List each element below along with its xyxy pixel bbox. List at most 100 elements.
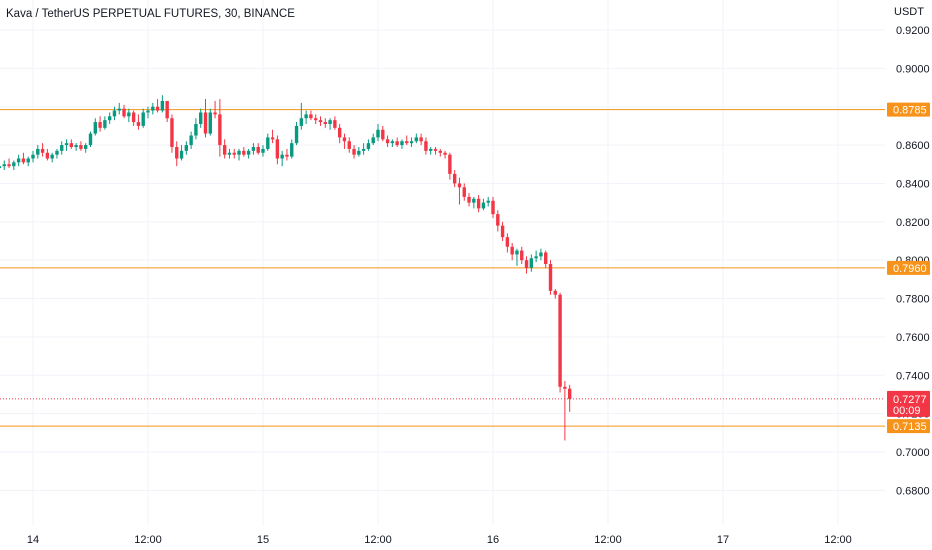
candle <box>146 106 150 119</box>
candle-body <box>246 150 251 155</box>
candle <box>74 143 78 151</box>
candle <box>2 160 6 171</box>
candle <box>457 177 462 205</box>
candle <box>304 110 308 124</box>
candle <box>45 148 50 161</box>
candle-body <box>69 143 74 148</box>
candle-body <box>0 166 2 169</box>
time-tick-label: 15 <box>257 534 269 546</box>
candle-body <box>534 256 538 259</box>
candle-body <box>424 141 428 151</box>
candle-body <box>127 112 131 117</box>
candle-body <box>203 112 208 134</box>
candle <box>112 106 117 121</box>
candle <box>160 95 165 113</box>
candle-body <box>16 158 21 163</box>
candle <box>347 137 351 153</box>
candle <box>323 118 327 128</box>
candle <box>222 139 227 159</box>
candle-body <box>395 141 399 146</box>
candle <box>60 141 64 155</box>
candle-body <box>414 137 419 142</box>
candle-body <box>486 200 490 203</box>
candle <box>189 131 193 149</box>
candle <box>361 143 366 155</box>
candle <box>534 250 538 263</box>
chart-title: Kava / TetherUS PERPETUAL FUTURES, 30, B… <box>6 8 295 20</box>
candle-body <box>208 112 212 134</box>
candle-body <box>64 143 69 146</box>
candle-body <box>529 258 534 268</box>
candle <box>500 221 505 241</box>
candle <box>122 104 126 119</box>
candle-body <box>294 125 299 144</box>
candle <box>31 150 35 163</box>
candle <box>472 196 476 209</box>
candle <box>184 141 189 155</box>
candle-body <box>452 173 457 184</box>
candle <box>237 148 241 161</box>
candle <box>452 170 457 188</box>
candle <box>266 133 270 151</box>
candle <box>558 292 562 393</box>
candle <box>486 196 490 207</box>
level-price-badge <box>887 260 930 275</box>
candle <box>328 118 332 130</box>
candle-body <box>347 141 351 149</box>
candle <box>107 112 112 124</box>
candle-body <box>131 112 136 123</box>
time-tick-label: 12:00 <box>824 534 852 546</box>
candle-body <box>314 118 318 121</box>
candle-body <box>151 106 155 111</box>
candle-body <box>189 135 193 146</box>
candle-body <box>544 252 548 265</box>
candle-body <box>539 252 543 257</box>
candle-body <box>548 264 553 291</box>
candle <box>318 116 323 126</box>
candle <box>7 158 11 169</box>
candle <box>299 102 304 130</box>
candle <box>21 152 26 165</box>
price-tick-label: 0.7400 <box>896 370 930 382</box>
candle-body <box>405 141 409 144</box>
candle <box>199 108 203 128</box>
candle-body <box>160 100 165 111</box>
candle-body <box>117 108 121 111</box>
candle-body <box>337 127 342 138</box>
candle <box>131 110 136 126</box>
candle <box>280 150 284 167</box>
candle-body <box>520 250 524 261</box>
candle-body <box>299 118 304 126</box>
candle <box>285 148 289 161</box>
candle-body <box>385 139 390 144</box>
candle <box>179 145 184 161</box>
candle <box>93 118 97 136</box>
time-tick-label: 12:00 <box>364 534 392 546</box>
candle-body <box>222 145 227 155</box>
candle <box>563 381 567 441</box>
candle-body <box>563 386 567 389</box>
candle-body <box>438 150 442 153</box>
candle <box>462 183 466 201</box>
level-price-badge <box>887 102 930 117</box>
candle <box>366 139 371 151</box>
candle <box>294 122 299 146</box>
candle-body <box>496 214 500 226</box>
candle <box>376 123 380 142</box>
candle <box>12 160 16 171</box>
candle <box>481 198 486 211</box>
candle <box>165 100 169 123</box>
candle-body <box>472 198 476 203</box>
candle-body <box>122 108 126 117</box>
candle <box>40 143 45 157</box>
candle <box>476 194 481 213</box>
candle-body <box>179 150 184 159</box>
candle-body <box>36 148 40 155</box>
candle-body <box>515 250 519 255</box>
candle <box>510 242 514 261</box>
candle <box>79 141 83 151</box>
time-tick-label: 12:00 <box>134 534 162 546</box>
candle-body <box>510 246 514 255</box>
candle <box>213 100 217 119</box>
